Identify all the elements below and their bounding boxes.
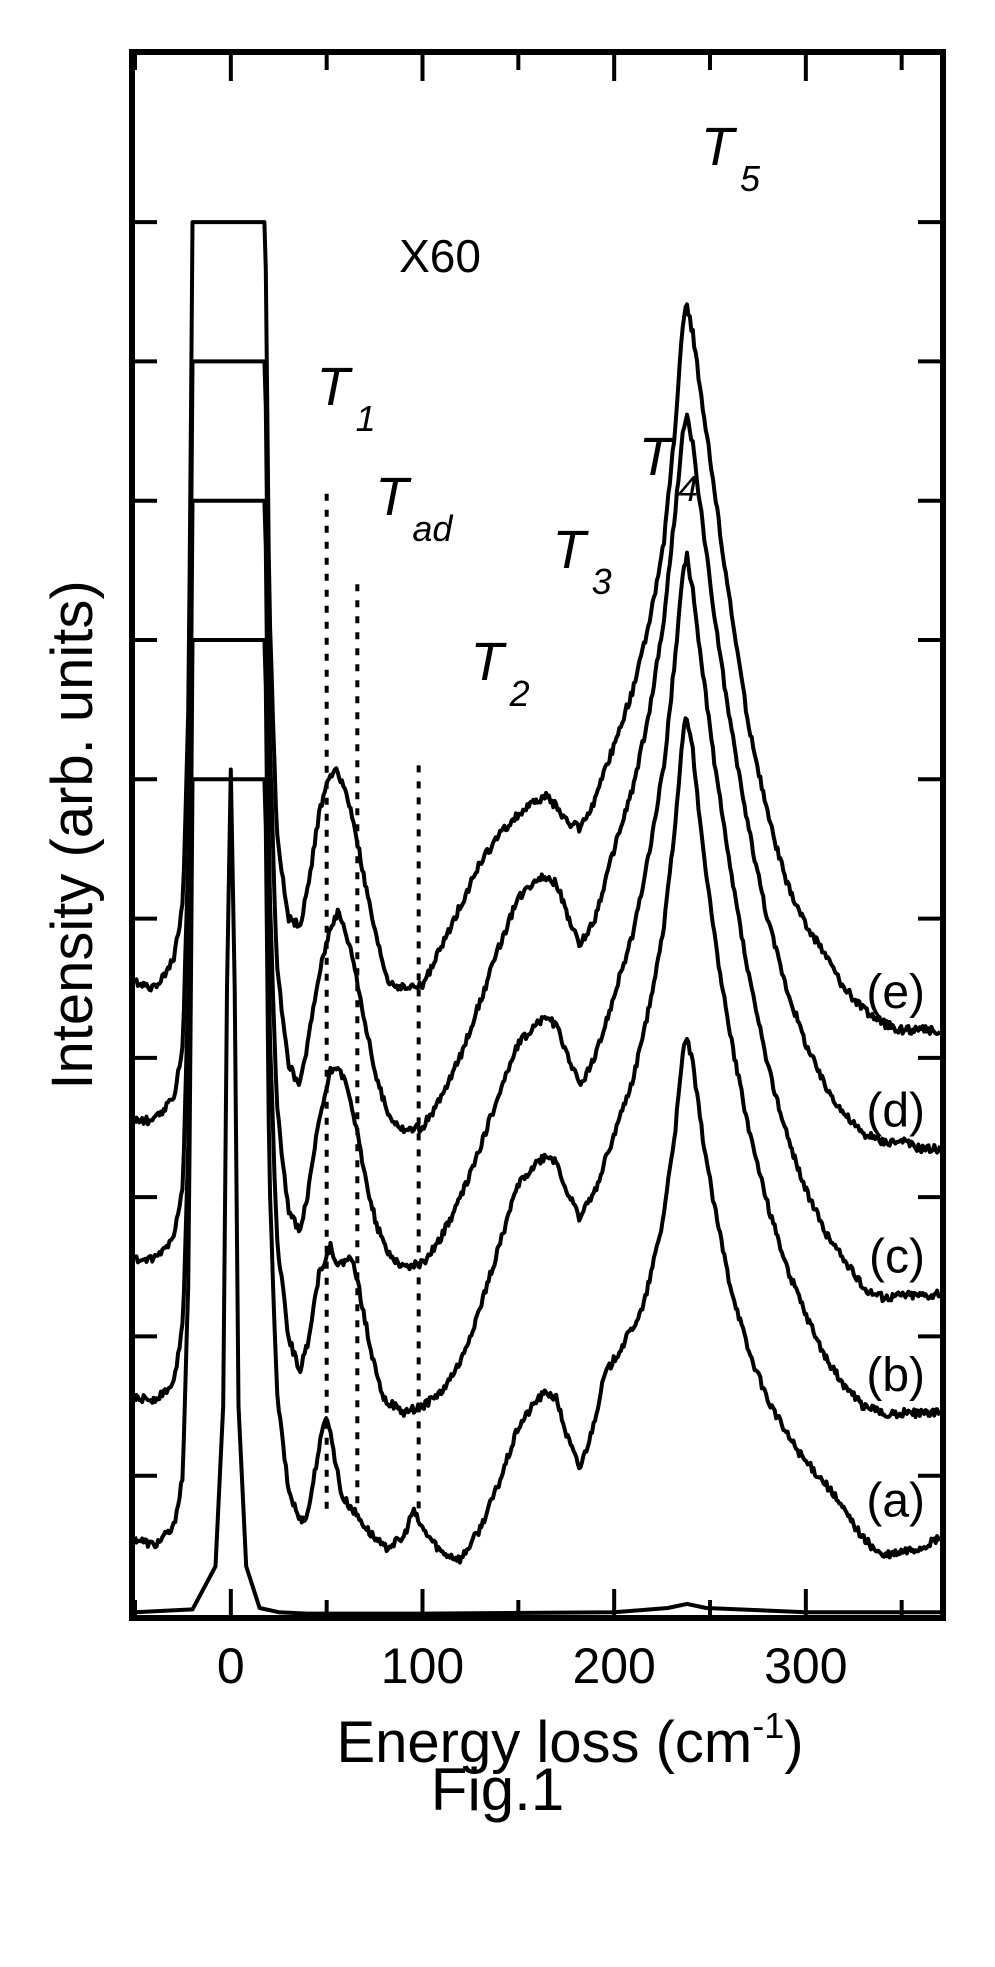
x-tick-label: 300	[764, 1638, 847, 1694]
plot-frame	[129, 49, 946, 1621]
peak-label-sub: 4	[678, 468, 698, 509]
peak-label-sub: 3	[592, 561, 612, 602]
x-tick-label: 0	[217, 1638, 245, 1694]
magnification-label: X60	[399, 230, 481, 282]
x-axis-label-superscript: -1	[752, 1705, 784, 1746]
peak-label: T2	[471, 632, 530, 714]
x-axis-label-suffix: )	[784, 1710, 803, 1775]
figure-caption: Fig.1	[430, 1756, 565, 1823]
spectrum-line	[135, 220, 940, 1036]
peak-label-main: T	[639, 427, 676, 487]
x-axis-label-main: Energy loss (cm	[336, 1710, 752, 1775]
spectra-series: (a) (b) (c) (d) (e)	[135, 220, 940, 1615]
peak-label-main: T	[701, 117, 738, 177]
peak-label: Tad	[375, 467, 453, 549]
spectrum-line	[135, 498, 940, 1304]
axis-ticks: 0 100 200 300	[133, 55, 940, 1694]
peak-label-main: T	[553, 520, 590, 580]
peak-label: T5	[701, 117, 761, 199]
peak-label-main: T	[471, 632, 508, 692]
peak-label-sub: 5	[740, 158, 761, 199]
peak-label: T3	[553, 520, 612, 602]
x-tick-label: 100	[381, 1638, 464, 1694]
x-tick-label: 200	[572, 1638, 655, 1694]
peak-label: T4	[639, 427, 698, 509]
y-axis-label: Intensity (arb. units)	[40, 580, 105, 1089]
series-label: (b)	[866, 1349, 925, 1402]
series-label: (e)	[866, 966, 925, 1019]
series-label: (d)	[866, 1084, 925, 1137]
spectrum-line	[135, 359, 940, 1155]
spectrum-line	[135, 767, 940, 1615]
series-label: (c)	[869, 1231, 925, 1284]
x-axis-label: Energy loss (cm-1)	[336, 1705, 803, 1775]
peak-label-main: T	[375, 467, 412, 527]
peak-label-sub: 2	[509, 673, 530, 714]
peak-label-sub: ad	[412, 508, 453, 549]
series-label: (a)	[866, 1474, 925, 1527]
spectrum-line	[135, 777, 940, 1565]
peak-label: T1	[317, 357, 376, 439]
peak-label-sub: 1	[356, 398, 376, 439]
peak-label-main: T	[317, 357, 354, 417]
spectrum-line	[135, 638, 940, 1420]
